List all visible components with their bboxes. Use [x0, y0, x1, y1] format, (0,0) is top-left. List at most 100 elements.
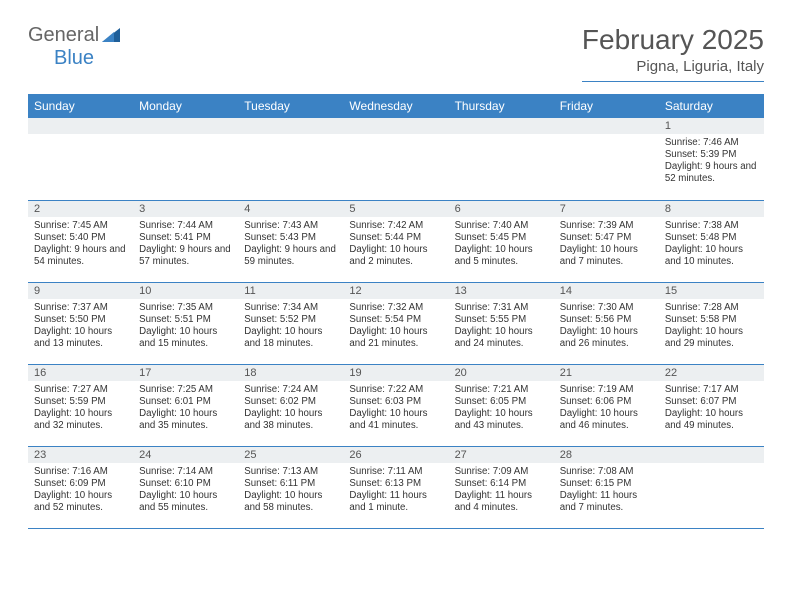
- weekday-header-cell: Friday: [554, 94, 659, 118]
- day-number: 1: [659, 118, 764, 134]
- day-detail: Sunrise: 7:22 AMSunset: 6:03 PMDaylight:…: [343, 381, 448, 437]
- calendar-day-cell: 14Sunrise: 7:30 AMSunset: 5:56 PMDayligh…: [554, 282, 659, 364]
- daylight-text: Daylight: 10 hours and 5 minutes.: [455, 244, 548, 268]
- daylight-text: Daylight: 10 hours and 46 minutes.: [560, 408, 653, 432]
- day-detail: Sunrise: 7:43 AMSunset: 5:43 PMDaylight:…: [238, 217, 343, 273]
- sunrise-text: Sunrise: 7:46 AM: [665, 137, 758, 149]
- sunrise-text: Sunrise: 7:24 AM: [244, 384, 337, 396]
- day-detail: Sunrise: 7:25 AMSunset: 6:01 PMDaylight:…: [133, 381, 238, 437]
- sunset-text: Sunset: 5:40 PM: [34, 232, 127, 244]
- calendar-day-cell: 21Sunrise: 7:19 AMSunset: 6:06 PMDayligh…: [554, 364, 659, 446]
- day-detail: Sunrise: 7:45 AMSunset: 5:40 PMDaylight:…: [28, 217, 133, 273]
- daylight-text: Daylight: 10 hours and 13 minutes.: [34, 326, 127, 350]
- calendar-body: 1Sunrise: 7:46 AMSunset: 5:39 PMDaylight…: [28, 118, 764, 528]
- day-number: 28: [554, 447, 659, 463]
- calendar-day-cell: 7Sunrise: 7:39 AMSunset: 5:47 PMDaylight…: [554, 200, 659, 282]
- calendar-week-row: 2Sunrise: 7:45 AMSunset: 5:40 PMDaylight…: [28, 200, 764, 282]
- day-number: 25: [238, 447, 343, 463]
- day-detail: Sunrise: 7:34 AMSunset: 5:52 PMDaylight:…: [238, 299, 343, 355]
- sunrise-text: Sunrise: 7:09 AM: [455, 466, 548, 478]
- day-number: 18: [238, 365, 343, 381]
- day-detail: Sunrise: 7:38 AMSunset: 5:48 PMDaylight:…: [659, 217, 764, 273]
- sunset-text: Sunset: 5:41 PM: [139, 232, 232, 244]
- sunset-text: Sunset: 6:06 PM: [560, 396, 653, 408]
- day-detail: Sunrise: 7:28 AMSunset: 5:58 PMDaylight:…: [659, 299, 764, 355]
- calendar-empty-cell: [28, 118, 133, 200]
- daylight-text: Daylight: 11 hours and 4 minutes.: [455, 490, 548, 514]
- sunrise-text: Sunrise: 7:40 AM: [455, 220, 548, 232]
- day-number-bar: [133, 118, 238, 134]
- calendar-week-row: 16Sunrise: 7:27 AMSunset: 5:59 PMDayligh…: [28, 364, 764, 446]
- calendar-page: General Blue February 2025 Pigna, Liguri…: [0, 0, 792, 549]
- sunrise-text: Sunrise: 7:39 AM: [560, 220, 653, 232]
- calendar-day-cell: 10Sunrise: 7:35 AMSunset: 5:51 PMDayligh…: [133, 282, 238, 364]
- sunset-text: Sunset: 6:03 PM: [349, 396, 442, 408]
- sunset-text: Sunset: 5:52 PM: [244, 314, 337, 326]
- day-number: 26: [343, 447, 448, 463]
- day-number-bar: [554, 118, 659, 134]
- sunrise-text: Sunrise: 7:32 AM: [349, 302, 442, 314]
- daylight-text: Daylight: 10 hours and 26 minutes.: [560, 326, 653, 350]
- daylight-text: Daylight: 10 hours and 43 minutes.: [455, 408, 548, 432]
- calendar-day-cell: 28Sunrise: 7:08 AMSunset: 6:15 PMDayligh…: [554, 446, 659, 528]
- day-number: 10: [133, 283, 238, 299]
- day-detail: Sunrise: 7:14 AMSunset: 6:10 PMDaylight:…: [133, 463, 238, 519]
- day-number: 21: [554, 365, 659, 381]
- weekday-header-cell: Sunday: [28, 94, 133, 118]
- daylight-text: Daylight: 11 hours and 1 minute.: [349, 490, 442, 514]
- day-number-bar: [28, 118, 133, 134]
- title-underline: [582, 81, 764, 82]
- calendar-day-cell: 2Sunrise: 7:45 AMSunset: 5:40 PMDaylight…: [28, 200, 133, 282]
- sunset-text: Sunset: 5:47 PM: [560, 232, 653, 244]
- calendar-day-cell: 12Sunrise: 7:32 AMSunset: 5:54 PMDayligh…: [343, 282, 448, 364]
- day-detail: Sunrise: 7:21 AMSunset: 6:05 PMDaylight:…: [449, 381, 554, 437]
- calendar-empty-cell: [659, 446, 764, 528]
- daylight-text: Daylight: 9 hours and 57 minutes.: [139, 244, 232, 268]
- weekday-header-cell: Thursday: [449, 94, 554, 118]
- weekday-header-cell: Saturday: [659, 94, 764, 118]
- daylight-text: Daylight: 10 hours and 10 minutes.: [665, 244, 758, 268]
- day-number-bar: [343, 118, 448, 134]
- calendar-weekday-header: SundayMondayTuesdayWednesdayThursdayFrid…: [28, 94, 764, 118]
- daylight-text: Daylight: 10 hours and 32 minutes.: [34, 408, 127, 432]
- sunset-text: Sunset: 6:15 PM: [560, 478, 653, 490]
- calendar-day-cell: 20Sunrise: 7:21 AMSunset: 6:05 PMDayligh…: [449, 364, 554, 446]
- calendar-day-cell: 3Sunrise: 7:44 AMSunset: 5:41 PMDaylight…: [133, 200, 238, 282]
- day-number: 13: [449, 283, 554, 299]
- day-number: 27: [449, 447, 554, 463]
- sunset-text: Sunset: 5:59 PM: [34, 396, 127, 408]
- daylight-text: Daylight: 9 hours and 54 minutes.: [34, 244, 127, 268]
- calendar-day-cell: 4Sunrise: 7:43 AMSunset: 5:43 PMDaylight…: [238, 200, 343, 282]
- daylight-text: Daylight: 10 hours and 7 minutes.: [560, 244, 653, 268]
- day-number: 2: [28, 201, 133, 217]
- sunset-text: Sunset: 5:43 PM: [244, 232, 337, 244]
- sunrise-text: Sunrise: 7:16 AM: [34, 466, 127, 478]
- sunrise-text: Sunrise: 7:30 AM: [560, 302, 653, 314]
- calendar-empty-cell: [133, 118, 238, 200]
- day-detail: Sunrise: 7:32 AMSunset: 5:54 PMDaylight:…: [343, 299, 448, 355]
- calendar-day-cell: 26Sunrise: 7:11 AMSunset: 6:13 PMDayligh…: [343, 446, 448, 528]
- day-detail: Sunrise: 7:19 AMSunset: 6:06 PMDaylight:…: [554, 381, 659, 437]
- daylight-text: Daylight: 10 hours and 24 minutes.: [455, 326, 548, 350]
- sunset-text: Sunset: 6:13 PM: [349, 478, 442, 490]
- day-detail: Sunrise: 7:24 AMSunset: 6:02 PMDaylight:…: [238, 381, 343, 437]
- calendar-day-cell: 15Sunrise: 7:28 AMSunset: 5:58 PMDayligh…: [659, 282, 764, 364]
- page-header: General Blue February 2025 Pigna, Liguri…: [28, 24, 764, 82]
- sunset-text: Sunset: 5:55 PM: [455, 314, 548, 326]
- sunset-text: Sunset: 5:58 PM: [665, 314, 758, 326]
- day-detail: Sunrise: 7:31 AMSunset: 5:55 PMDaylight:…: [449, 299, 554, 355]
- daylight-text: Daylight: 10 hours and 2 minutes.: [349, 244, 442, 268]
- day-detail: Sunrise: 7:11 AMSunset: 6:13 PMDaylight:…: [343, 463, 448, 519]
- sunrise-text: Sunrise: 7:35 AM: [139, 302, 232, 314]
- calendar-day-cell: 9Sunrise: 7:37 AMSunset: 5:50 PMDaylight…: [28, 282, 133, 364]
- day-detail: Sunrise: 7:46 AMSunset: 5:39 PMDaylight:…: [659, 134, 764, 190]
- daylight-text: Daylight: 10 hours and 29 minutes.: [665, 326, 758, 350]
- location-label: Pigna, Liguria, Italy: [582, 58, 764, 75]
- calendar-day-cell: 19Sunrise: 7:22 AMSunset: 6:03 PMDayligh…: [343, 364, 448, 446]
- day-number: 9: [28, 283, 133, 299]
- sunrise-text: Sunrise: 7:11 AM: [349, 466, 442, 478]
- day-number: 14: [554, 283, 659, 299]
- day-number: 20: [449, 365, 554, 381]
- calendar-day-cell: 24Sunrise: 7:14 AMSunset: 6:10 PMDayligh…: [133, 446, 238, 528]
- day-number: 12: [343, 283, 448, 299]
